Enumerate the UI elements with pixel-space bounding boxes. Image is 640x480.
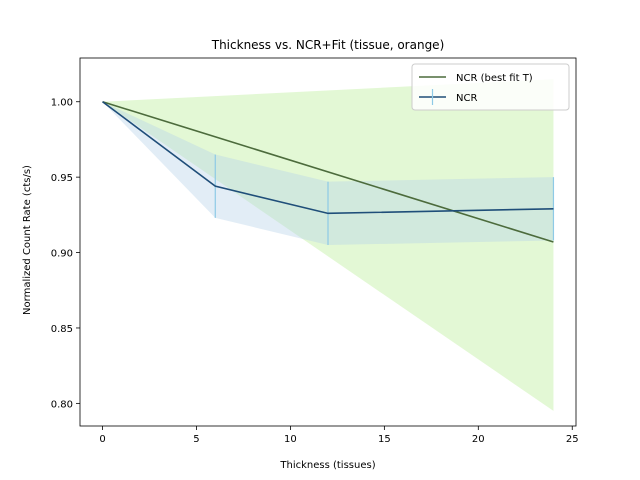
chart-title: Thickness vs. NCR+Fit (tissue, orange)	[211, 38, 445, 52]
plot-area: 0 5 10 15 20 25 0.80 0.85 0.90 0.95 1.00 NCR (best …	[51, 57, 579, 445]
x-tick-label: 15	[378, 434, 391, 445]
x-axis-label: Thickness (tissues)	[279, 460, 375, 471]
y-tick-label: 0.80	[51, 399, 73, 410]
y-tick-label: 0.85	[51, 324, 73, 335]
y-tick-label: 0.95	[51, 173, 73, 184]
x-tick-label: 20	[472, 434, 485, 445]
ncr-line	[102, 101, 554, 215]
legend-box	[411, 63, 570, 111]
x-tick-label: 0	[99, 434, 105, 445]
legend: NCR (best fit T) NCR	[411, 63, 570, 111]
y-tick-label: 0.90	[51, 249, 73, 260]
x-tick-label: 5	[193, 434, 199, 445]
legend-ncr-label: NCR	[456, 93, 477, 104]
y-axis-label: Normalized Count Rate (cts/s)	[22, 165, 33, 315]
x-tick-label: 25	[566, 434, 579, 445]
fit-line	[102, 100, 554, 243]
x-tick-label: 10	[284, 434, 297, 445]
plot-frame	[79, 57, 577, 427]
y-tick-label: 1.00	[51, 98, 73, 109]
legend-fit-label: NCR (best fit T)	[456, 73, 533, 84]
